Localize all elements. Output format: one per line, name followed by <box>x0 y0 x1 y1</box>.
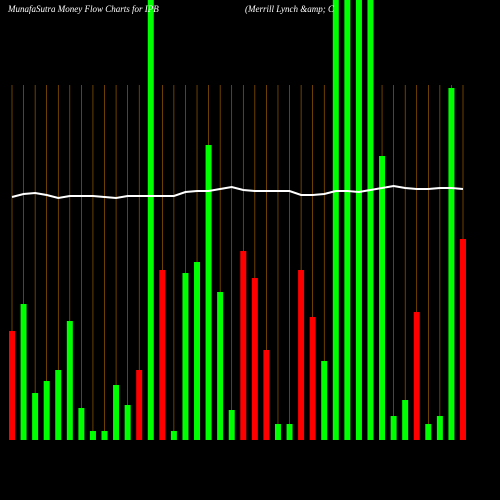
bar <box>78 408 85 440</box>
bar <box>367 0 374 440</box>
bar <box>436 416 443 440</box>
bar <box>332 0 339 440</box>
bar <box>355 0 362 440</box>
bar <box>136 370 143 440</box>
chart-subtitle: (Merrill Lynch &amp; C <box>245 4 335 14</box>
bar <box>89 431 96 440</box>
bar <box>298 270 305 440</box>
bar <box>66 321 73 440</box>
bar <box>147 0 154 440</box>
bar <box>448 88 455 440</box>
bar <box>344 0 351 440</box>
bar <box>228 410 235 440</box>
line <box>11 184 464 200</box>
bar <box>425 424 432 440</box>
bar <box>101 431 108 440</box>
bar <box>113 385 120 440</box>
bar <box>263 350 270 440</box>
bar <box>274 424 281 440</box>
bar <box>124 405 131 440</box>
bar <box>205 145 212 440</box>
bar <box>43 381 50 440</box>
bar <box>217 292 224 440</box>
bar <box>390 416 397 440</box>
bar <box>321 361 328 440</box>
bar <box>460 239 466 440</box>
bar <box>286 424 293 440</box>
plot-area <box>9 0 466 440</box>
bar <box>379 156 386 440</box>
bar <box>20 304 27 440</box>
bar <box>32 393 39 440</box>
bar <box>170 431 177 440</box>
bar <box>9 331 15 440</box>
bar <box>309 317 316 440</box>
bar <box>55 370 62 440</box>
bar <box>251 278 258 440</box>
bar <box>194 262 201 440</box>
bar <box>413 312 420 440</box>
bar <box>182 273 189 440</box>
bar <box>240 251 247 440</box>
bar <box>159 270 166 440</box>
bar <box>402 400 409 440</box>
chart-title: MunafaSutra Money Flow Charts for IPB <box>7 4 159 14</box>
